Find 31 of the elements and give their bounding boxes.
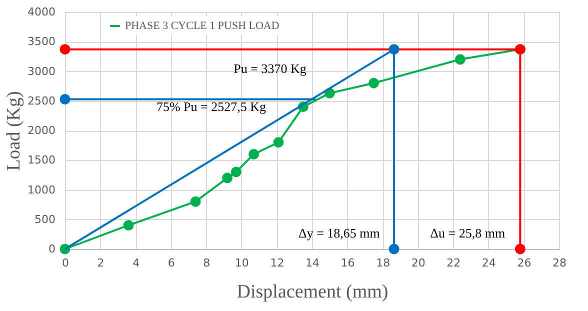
y-tick-label: 3000	[28, 64, 56, 78]
annotation: 75% Pu = 2527,5 Kg	[156, 98, 266, 114]
x-tick-label: 18	[376, 256, 390, 270]
y-axis-title: Load (Kg)	[4, 91, 25, 171]
x-axis-title: Displacement (mm)	[236, 282, 388, 302]
x-tick-label: 14	[306, 256, 320, 270]
y-tick-label: 2000	[28, 124, 56, 137]
x-tick-label: 10	[234, 256, 249, 270]
y-tick-label: 4000	[28, 6, 56, 18]
x-tick-label: 2	[97, 256, 104, 270]
x-tick-label: 22	[446, 256, 461, 270]
x-tick-label: 0	[62, 256, 69, 270]
y-tick-label: 1500	[28, 154, 56, 167]
x-tick-label: 8	[203, 256, 210, 270]
x-tick-label: 24	[482, 256, 496, 270]
x-tick-label: 16	[340, 256, 355, 270]
y-tick-label: 1000	[28, 183, 56, 196]
x-tick-label: 20	[411, 256, 426, 270]
y-tick-label: 2500	[28, 94, 56, 108]
legend-label: PHASE 3 CYCLE 1 PUSH LOAD	[125, 20, 280, 32]
x-tick-label: 4	[132, 256, 140, 270]
x-tick-label: 6	[168, 256, 175, 270]
x-tick-label: 26	[517, 256, 532, 270]
x-tick-label: 12	[270, 256, 284, 270]
y-tick-label: 3500	[28, 35, 56, 48]
annotation: Δu = 25,8 mm	[430, 226, 506, 241]
y-tick-label: 500	[34, 212, 56, 226]
x-tick-label: 28	[552, 256, 566, 270]
y-tick-label: 0	[48, 242, 56, 256]
annotation: Pu = 3370 Kg	[234, 60, 307, 76]
annotation: Δy = 18,65 mm	[298, 226, 380, 241]
